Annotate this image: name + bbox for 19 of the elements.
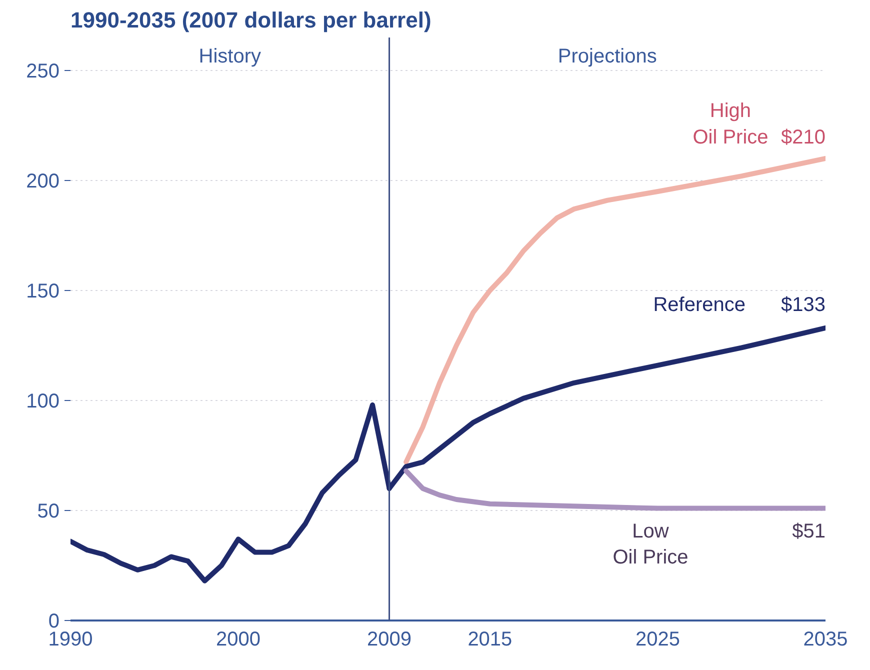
x-tick-label: 2025 xyxy=(635,628,680,650)
annotation: History xyxy=(198,46,262,68)
y-tick-label: 100 xyxy=(26,390,60,412)
x-tick-label: 2035 xyxy=(803,628,848,650)
data-label: $210 xyxy=(781,126,826,148)
x-tick-label: 2015 xyxy=(468,628,512,650)
annotation: Projections xyxy=(558,46,657,68)
y-tick-label: 250 xyxy=(26,60,60,82)
y-tick-label: 200 xyxy=(26,170,60,192)
data-label: $51 xyxy=(792,520,826,542)
series-label: Reference xyxy=(653,294,746,316)
y-tick-label: 150 xyxy=(26,280,60,302)
x-tick-label: 2000 xyxy=(216,628,261,650)
series-label: High Oil Price xyxy=(692,100,768,148)
chart-title: 1990-2035 (2007 dollars per barrel) xyxy=(70,8,432,32)
y-tick-label: 50 xyxy=(37,500,60,522)
data-label: $133 xyxy=(781,294,826,316)
x-tick-label: 2009 xyxy=(367,628,412,650)
series-label: Low Oil Price xyxy=(612,520,688,569)
